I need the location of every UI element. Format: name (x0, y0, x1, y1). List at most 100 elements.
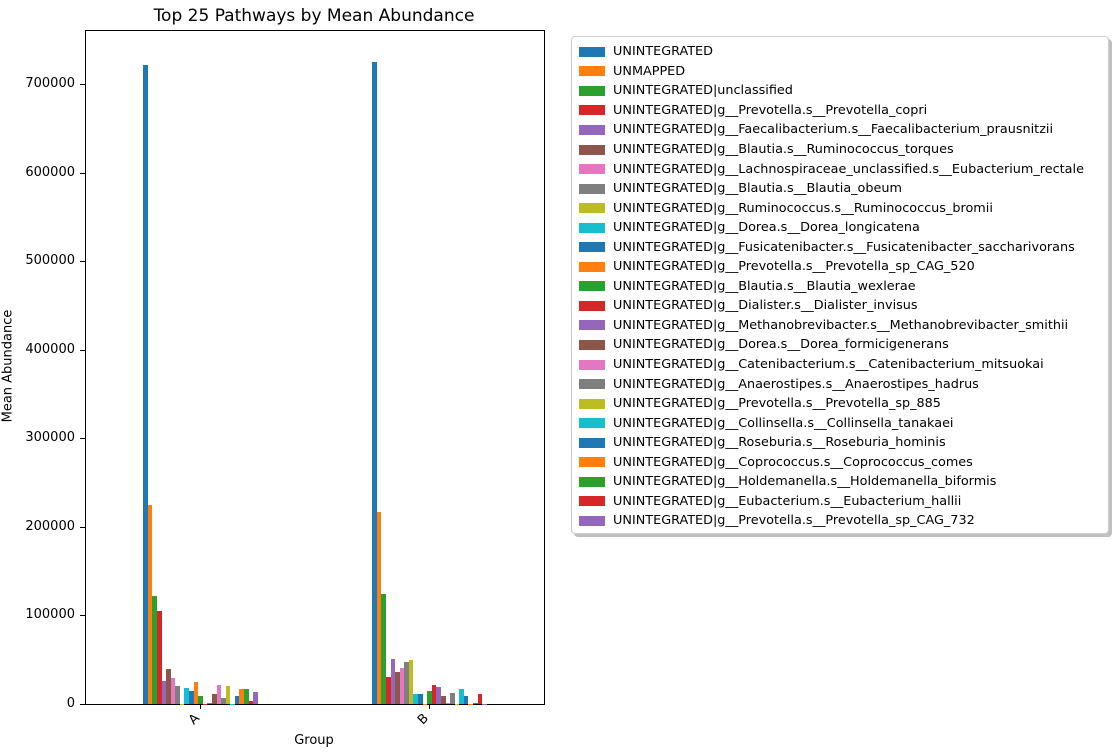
y-tick-label: 200000 (25, 518, 75, 534)
legend-swatch (579, 183, 605, 194)
legend-item: UNINTEGRATED|g__Prevotella.s__Prevotella… (579, 257, 1108, 277)
bar-A-series-25 (253, 691, 258, 704)
legend-item: UNINTEGRATED|g__Fusicatenibacter.s__Fusi… (579, 237, 1108, 257)
legend-label: UNINTEGRATED|g__Eubacterium.s__Eubacteri… (613, 493, 962, 509)
legend-label: UNINTEGRATED|g__Dorea.s__Dorea_formicige… (613, 337, 949, 353)
legend-item: UNINTEGRATED|g__Prevotella.s__Prevotella… (579, 511, 1108, 531)
y-tick-label: 700000 (25, 76, 75, 92)
bar-B-series-23 (473, 703, 478, 704)
bar-A-series-10 (184, 688, 190, 704)
legend-swatch (579, 242, 605, 253)
bar-A-series-21 (234, 696, 240, 704)
legend-item: UNINTEGRATED|g__Prevotella.s__Prevotella… (579, 394, 1108, 414)
bar-B-series-24 (477, 694, 483, 704)
bar-B-series-9 (408, 659, 414, 704)
bar-A-series-24 (248, 700, 254, 704)
y-tick-mark (80, 261, 85, 263)
bar-A-series-3 (152, 596, 157, 704)
legend-item: UNINTEGRATED|g__Ruminococcus.s__Ruminoco… (579, 198, 1108, 218)
legend-item: UNINTEGRATED|g__Eubacterium.s__Eubacteri… (579, 492, 1108, 512)
y-tick-mark (80, 438, 85, 440)
legend-item: UNINTEGRATED|g__Prevotella.s__Prevotella… (579, 101, 1108, 121)
bar-A-series-2 (147, 505, 153, 704)
legend-item: UNINTEGRATED|g__Coprococcus.s__Coprococc… (579, 452, 1108, 472)
legend-item: UNINTEGRATED|g__Collinsella.s__Collinsel… (579, 413, 1108, 433)
legend-label: UNMAPPED (613, 63, 686, 79)
bar-A-series-18 (221, 698, 226, 704)
y-tick-label: 400000 (25, 341, 75, 357)
bar-B-series-2 (376, 512, 382, 704)
legend-swatch (579, 476, 605, 487)
legend-item: UNINTEGRATED|g__Roseburia.s__Roseburia_h… (579, 433, 1108, 453)
legend-label: UNINTEGRATED|g__Methanobrevibacter.s__Me… (613, 317, 1069, 333)
bar-A-series-13 (198, 695, 203, 704)
legend-label: UNINTEGRATED|g__Holdemanella.s__Holdeman… (613, 474, 997, 490)
bar-A-series-15 (207, 702, 212, 704)
bar-A-series-8 (175, 686, 180, 704)
y-axis-label: Mean Abundance (0, 309, 16, 423)
legend-swatch (579, 339, 605, 350)
legend-swatch (579, 203, 605, 214)
legend-swatch (579, 144, 605, 155)
bar-A-series-16 (211, 694, 217, 704)
legend-label: UNINTEGRATED|g__Blautia.s__Blautia_wexle… (613, 278, 916, 294)
legend-swatch (579, 359, 605, 370)
bar-B-series-13 (427, 690, 432, 704)
bar-B-series-4 (385, 676, 391, 704)
legend-swatch (579, 398, 605, 409)
legend-label: UNINTEGRATED|g__Blautia.s__Blautia_obeum (613, 181, 902, 197)
legend-swatch (579, 124, 605, 135)
legend-swatch (579, 105, 605, 116)
legend-swatch (579, 320, 605, 331)
bar-B-series-7 (399, 667, 405, 704)
legend-label: UNINTEGRATED|g__Anaerostipes.s__Anaerost… (613, 376, 979, 392)
legend-item: UNINTEGRATED|g__Methanobrevibacter.s__Me… (579, 316, 1108, 336)
bar-A-series-23 (244, 688, 249, 704)
legend-label: UNINTEGRATED|g__Prevotella.s__Prevotella… (613, 396, 941, 412)
bar-B-series-6 (395, 672, 400, 704)
bar-A-series-6 (166, 668, 171, 704)
legend-swatch (579, 457, 605, 468)
legend-label: UNINTEGRATED|g__Roseburia.s__Roseburia_h… (613, 435, 946, 451)
legend-item: UNINTEGRATED|g__Faecalibacterium.s__Faec… (579, 120, 1108, 140)
legend: UNINTEGRATED UNMAPPED UNINTEGRATED|unclass… (571, 36, 1109, 534)
bar-A-series-5 (161, 681, 167, 704)
y-tick-label: 600000 (25, 164, 75, 180)
legend-label: UNINTEGRATED|g__Dorea.s__Dorea_longicate… (613, 220, 920, 236)
legend-item: UNINTEGRATED|g__Dialister.s__Dialister_i… (579, 296, 1108, 316)
legend-label: UNINTEGRATED|g__Lachnospiraceae_unclassi… (613, 161, 1084, 177)
legend-label: UNINTEGRATED|g__Fusicatenibacter.s__Fusi… (613, 239, 1075, 255)
legend-label: UNINTEGRATED|g__Faecalibacterium.s__Faec… (613, 122, 1054, 138)
y-tick-label: 0 (66, 695, 75, 711)
legend-label: UNINTEGRATED|g__Dialister.s__Dialister_i… (613, 298, 918, 314)
plot-area (80, 30, 545, 709)
bar-A-series-22 (239, 688, 244, 704)
bar-B-series-15 (436, 687, 441, 704)
legend-item: UNINTEGRATED (579, 42, 1108, 62)
x-axis-label: Group (294, 733, 334, 748)
y-tick-label: 300000 (25, 430, 75, 446)
legend-swatch (579, 418, 605, 429)
legend-label: UNINTEGRATED|g__Ruminococcus.s__Ruminoco… (613, 200, 993, 216)
bar-B-series-1 (372, 61, 377, 704)
legend-label: UNINTEGRATED|g__Prevotella.s__Prevotella… (613, 102, 928, 118)
bar-A-series-19 (225, 686, 231, 704)
legend-label: UNINTEGRATED|g__Coprococcus.s__Coprococc… (613, 454, 973, 470)
legend-swatch (579, 496, 605, 507)
y-tick-mark (80, 703, 85, 705)
bar-B-series-16 (440, 696, 446, 704)
bar-A-series-12 (193, 681, 199, 704)
legend-swatch (579, 222, 605, 233)
legend-item: UNINTEGRATED|g__Lachnospiraceae_unclassi… (579, 159, 1108, 179)
legend-swatch (579, 437, 605, 448)
legend-item: UNMAPPED (579, 62, 1108, 82)
legend-swatch (579, 164, 605, 175)
bar-B-series-10 (413, 694, 419, 704)
legend-label: UNINTEGRATED|g__Prevotella.s__Prevotella… (613, 513, 975, 529)
bar-B-series-8 (404, 662, 409, 704)
y-tick-mark (80, 84, 85, 86)
legend-label: UNINTEGRATED|g__Prevotella.s__Prevotella… (613, 259, 975, 275)
legend-swatch (579, 261, 605, 272)
legend-item: UNINTEGRATED|g__Dorea.s__Dorea_longicate… (579, 218, 1108, 238)
